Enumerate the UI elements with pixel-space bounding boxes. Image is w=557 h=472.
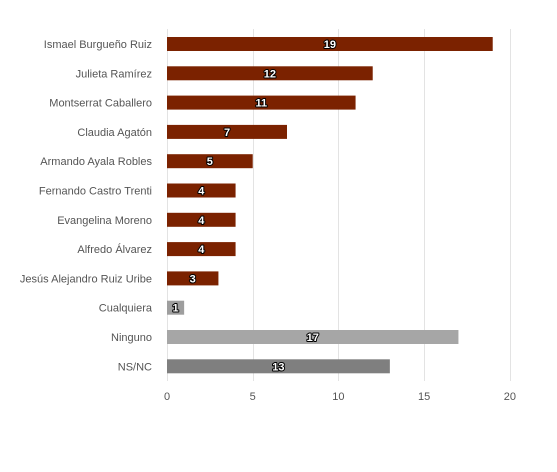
category-label: Evangelina Moreno: [57, 215, 152, 227]
bars: [167, 37, 493, 374]
gridlines: [167, 29, 511, 381]
bar: [167, 242, 236, 257]
bar: [167, 66, 373, 81]
category-label: Jesús Alejandro Ruiz Uribe: [20, 273, 152, 285]
category-label: Cualquiera: [99, 303, 153, 315]
x-tick-label: 20: [504, 391, 516, 403]
value-label: 11: [255, 98, 267, 110]
value-label: 5: [207, 156, 213, 168]
category-label: NS/NC: [118, 361, 152, 373]
category-label: Ismael Burgueño Ruiz: [44, 39, 152, 51]
value-label: 7: [224, 127, 230, 139]
x-tick-label: 5: [250, 391, 256, 403]
bar: [167, 154, 253, 169]
value-label: 13: [272, 361, 284, 373]
category-label: Armando Ayala Robles: [40, 156, 152, 168]
bar: [167, 124, 287, 139]
x-tick-label: 15: [418, 391, 430, 403]
category-label: Julieta Ramírez: [76, 68, 152, 80]
category-labels: Ismael Burgueño Ruiz Julieta Ramírez Monts…: [20, 39, 153, 373]
value-label: 4: [198, 186, 205, 198]
bar: [167, 212, 236, 227]
value-label: 1: [173, 303, 179, 315]
value-label: 4: [198, 215, 205, 227]
category-label: Fernando Castro Trenti: [39, 186, 152, 198]
category-label: Montserrat Caballero: [49, 98, 152, 110]
value-label: 4: [198, 244, 205, 256]
bar: [167, 183, 236, 198]
value-label: 12: [264, 68, 276, 80]
bar: [167, 300, 185, 315]
category-label: Claudia Agatón: [77, 127, 152, 139]
value-label: 3: [190, 273, 196, 285]
bar: [167, 330, 459, 344]
category-label: Ninguno: [111, 332, 152, 344]
category-label: Alfredo Álvarez: [77, 243, 152, 256]
x-tick-label: 10: [332, 391, 344, 403]
bar: [167, 359, 390, 374]
x-tick-label: 0: [164, 391, 170, 403]
value-label: 19: [324, 39, 336, 51]
bar: [167, 271, 219, 286]
x-axis-tick-labels: 0 5 10 15 20: [164, 391, 516, 403]
bar: [167, 37, 493, 51]
value-label: 17: [307, 332, 319, 344]
bar: [167, 95, 356, 110]
